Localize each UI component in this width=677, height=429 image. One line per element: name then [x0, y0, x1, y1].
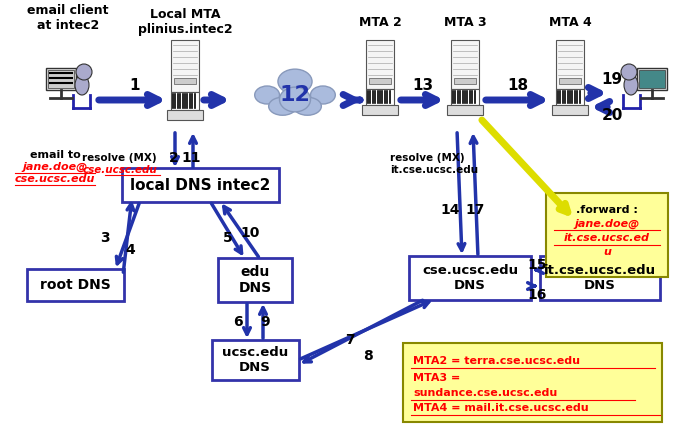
Bar [552, 105, 588, 115]
Text: email client
at intec2: email client at intec2 [27, 4, 109, 32]
Text: u: u [603, 247, 611, 257]
Text: MTA 2: MTA 2 [359, 15, 401, 28]
Text: 18: 18 [508, 78, 529, 93]
FancyBboxPatch shape [211, 340, 299, 380]
Bar [451, 40, 479, 89]
FancyBboxPatch shape [218, 258, 292, 302]
Bar [637, 68, 667, 90]
Bar [171, 40, 199, 92]
Ellipse shape [269, 97, 297, 115]
Text: cse.ucsc.edu: cse.ucsc.edu [15, 174, 95, 184]
Text: 15: 15 [527, 258, 547, 272]
FancyBboxPatch shape [26, 269, 123, 301]
Bar [559, 78, 581, 84]
Text: 19: 19 [601, 73, 623, 88]
Text: email to: email to [30, 150, 81, 160]
Text: Local MTA
plinius.intec2: Local MTA plinius.intec2 [137, 8, 232, 36]
Text: 5: 5 [223, 231, 233, 245]
Text: jane.doe@: jane.doe@ [22, 162, 87, 172]
Bar [454, 78, 476, 84]
Text: 9: 9 [260, 315, 270, 329]
Text: ucsc.edu
DNS: ucsc.edu DNS [222, 346, 288, 374]
FancyBboxPatch shape [403, 343, 662, 422]
Bar [46, 68, 76, 90]
Text: root DNS: root DNS [40, 278, 110, 292]
Circle shape [76, 64, 92, 80]
Text: local DNS intec2: local DNS intec2 [130, 178, 270, 193]
Text: 10: 10 [240, 226, 260, 240]
Text: .forward :: .forward : [576, 205, 638, 215]
Text: 8: 8 [363, 349, 373, 363]
Bar [171, 92, 199, 109]
Text: 3: 3 [100, 231, 110, 245]
Text: 11: 11 [181, 151, 200, 165]
Text: 20: 20 [601, 108, 623, 123]
Bar [366, 40, 394, 89]
Circle shape [621, 64, 637, 80]
Text: 16: 16 [527, 288, 547, 302]
Text: MTA2 = terra.cse.ucsc.edu: MTA2 = terra.cse.ucsc.edu [413, 356, 580, 366]
Bar [447, 105, 483, 115]
Text: MTA 4: MTA 4 [548, 15, 592, 28]
FancyBboxPatch shape [121, 168, 278, 202]
Ellipse shape [255, 86, 280, 104]
Text: sundance.cse.ucsc.edu: sundance.cse.ucsc.edu [413, 388, 557, 398]
Text: resolve (MX): resolve (MX) [390, 153, 464, 163]
Bar [167, 109, 203, 120]
Text: 13: 13 [412, 78, 433, 93]
Text: MTA4 = mail.it.cse.ucsc.edu: MTA4 = mail.it.cse.ucsc.edu [413, 403, 588, 413]
Ellipse shape [293, 97, 322, 115]
Text: MTA 3: MTA 3 [443, 15, 486, 28]
Bar [556, 89, 584, 105]
Ellipse shape [278, 69, 312, 94]
Text: 1: 1 [130, 78, 140, 93]
FancyBboxPatch shape [546, 193, 668, 277]
Text: it.cse.ucsc.edu: it.cse.ucsc.edu [390, 165, 478, 175]
Bar [174, 78, 196, 84]
Bar [366, 89, 394, 105]
Text: 17: 17 [465, 203, 485, 217]
Text: it.cse.ucsc.edu
DNS: it.cse.ucsc.edu DNS [544, 264, 656, 292]
Text: jane.doe@: jane.doe@ [574, 219, 640, 229]
Bar [639, 70, 665, 88]
Ellipse shape [311, 86, 335, 104]
Text: 2: 2 [169, 151, 179, 165]
Text: resolve (MX): resolve (MX) [83, 153, 157, 163]
Text: MTA3 =: MTA3 = [413, 373, 460, 383]
Text: 14: 14 [440, 203, 460, 217]
Text: 6: 6 [233, 315, 243, 329]
Bar [362, 105, 398, 115]
Ellipse shape [624, 75, 638, 95]
Text: 7: 7 [345, 333, 355, 347]
Ellipse shape [280, 87, 311, 112]
Text: cse.ucsc.edu: cse.ucsc.edu [82, 165, 157, 175]
Ellipse shape [75, 75, 89, 95]
FancyBboxPatch shape [409, 256, 531, 300]
Bar [48, 70, 74, 88]
Bar [369, 78, 391, 84]
Text: 4: 4 [125, 243, 135, 257]
Text: it.cse.ucsc.ed: it.cse.ucsc.ed [564, 233, 650, 243]
Text: edu
DNS: edu DNS [238, 265, 271, 295]
Text: 12: 12 [280, 85, 311, 105]
Bar [556, 40, 584, 89]
Text: cse.ucsc.edu
DNS: cse.ucsc.edu DNS [422, 264, 518, 292]
Bar [451, 89, 479, 105]
FancyBboxPatch shape [540, 256, 660, 300]
